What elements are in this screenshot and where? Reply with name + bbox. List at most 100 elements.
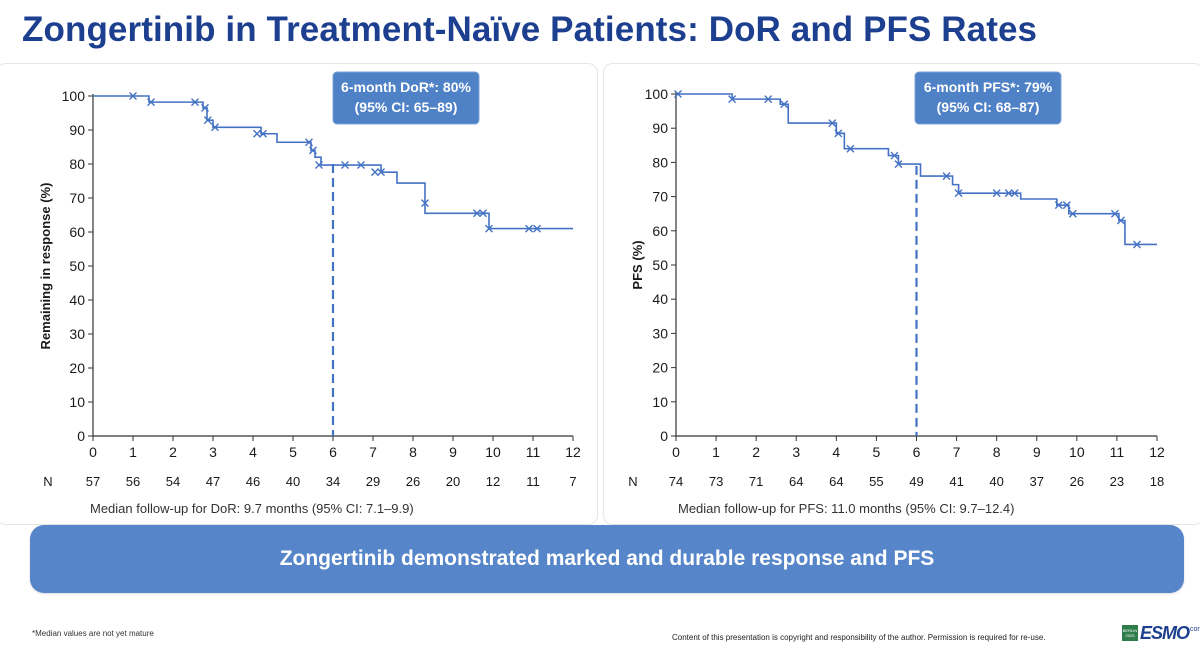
dor-censor-mark bbox=[259, 129, 267, 138]
pfs-callout-line2: (95% CI: 68–87) bbox=[937, 99, 1040, 115]
pfs-censor-mark bbox=[890, 151, 899, 160]
dor-x-tick-label: 11 bbox=[526, 444, 541, 460]
dor-censor-mark bbox=[315, 161, 323, 170]
pfs-x-tick-label: 3 bbox=[792, 444, 800, 460]
pfs-x-tick-label: 0 bbox=[672, 444, 680, 460]
pfs-callout-box bbox=[914, 71, 1062, 125]
pfs-risk-count: 40 bbox=[989, 474, 1003, 489]
dor-x-tick-label: 6 bbox=[329, 444, 337, 460]
dor-y-tick-label: 70 bbox=[69, 190, 85, 206]
banner-text: Zongertinib demonstrated marked and dura… bbox=[279, 547, 935, 570]
pfs-censor-mark bbox=[846, 144, 855, 153]
pfs-risk-count: 37 bbox=[1030, 474, 1044, 489]
pfs-x-tick-label: 10 bbox=[1069, 444, 1085, 460]
dor-callout-box bbox=[332, 71, 480, 125]
dor-censor-mark bbox=[191, 98, 199, 107]
dor-y-tick-label: 80 bbox=[69, 156, 85, 172]
dor-censor-mark bbox=[533, 224, 541, 233]
dor-censor-mark bbox=[305, 138, 313, 147]
pfs-y-tick-label: 90 bbox=[652, 120, 668, 136]
dor-censor-mark bbox=[341, 161, 349, 170]
dor-censor-mark bbox=[473, 209, 481, 218]
dor-risk-count: 46 bbox=[246, 474, 260, 489]
dor-censor-mark bbox=[201, 103, 209, 112]
dor-censor-mark bbox=[211, 123, 219, 132]
dor-censor-mark bbox=[147, 98, 155, 107]
pfs-x-tick-label: 1 bbox=[712, 444, 720, 460]
dor-y-axis-label: Remaining in response (%) bbox=[38, 183, 53, 350]
pfs-y-tick-label: 60 bbox=[652, 223, 668, 239]
dor-callout-line2: (95% CI: 65–89) bbox=[355, 99, 458, 115]
pfs-censor-mark bbox=[764, 95, 773, 104]
dor-callout-line1: 6-month DoR*: 80% bbox=[341, 79, 471, 95]
dor-risk-count: 20 bbox=[446, 474, 460, 489]
dor-y-tick-label: 10 bbox=[69, 394, 85, 410]
dor-risk-count: 40 bbox=[286, 474, 300, 489]
dor-risk-count: 47 bbox=[206, 474, 220, 489]
conclusion-banner: Zongertinib demonstrated marked and dura… bbox=[30, 525, 1184, 593]
pfs-censor-mark bbox=[834, 129, 843, 138]
dor-y-tick-label: 50 bbox=[69, 258, 85, 274]
dor-y-tick-label: 60 bbox=[69, 224, 85, 240]
dor-y-tick-label: 100 bbox=[62, 88, 86, 104]
pfs-censor-mark bbox=[1010, 189, 1019, 198]
pfs-risk-count: 41 bbox=[949, 474, 963, 489]
pfs-risk-count: 71 bbox=[749, 474, 763, 489]
pfs-y-tick-label: 10 bbox=[652, 394, 668, 410]
pfs-y-tick-label: 40 bbox=[652, 291, 668, 307]
pfs-risk-label: N bbox=[628, 474, 637, 489]
dor-risk-label: N bbox=[43, 474, 52, 489]
pfs-risk-count: 73 bbox=[709, 474, 723, 489]
dor-x-tick-label: 7 bbox=[369, 444, 377, 460]
dor-x-tick-label: 10 bbox=[485, 444, 501, 460]
dor-x-tick-label: 5 bbox=[289, 444, 297, 460]
dor-risk-count: 11 bbox=[526, 474, 540, 489]
dor-x-tick-label: 9 bbox=[449, 444, 457, 460]
pfs-censor-mark bbox=[828, 119, 837, 128]
dor-y-tick-label: 90 bbox=[69, 122, 85, 138]
pfs-x-tick-label: 5 bbox=[873, 444, 881, 460]
dor-x-tick-label: 0 bbox=[89, 444, 97, 460]
dor-censor-mark bbox=[203, 116, 212, 125]
dor-x-tick-label: 4 bbox=[249, 444, 257, 460]
dor-x-tick-label: 1 bbox=[129, 444, 137, 460]
dor-censor-mark bbox=[485, 224, 493, 233]
pfs-panel bbox=[603, 63, 1200, 525]
pfs-censor-mark bbox=[1068, 209, 1077, 218]
dor-censor-mark bbox=[479, 209, 487, 218]
pfs-x-tick-label: 8 bbox=[993, 444, 1001, 460]
dor-censor-mark bbox=[525, 224, 533, 233]
pfs-censor-mark bbox=[1132, 240, 1141, 249]
dor-risk-count: 29 bbox=[366, 474, 380, 489]
pfs-censor-mark bbox=[894, 160, 903, 169]
dor-censor-mark bbox=[309, 146, 317, 155]
dor-censor-mark bbox=[377, 168, 385, 177]
pfs-x-tick-label: 11 bbox=[1110, 444, 1125, 460]
pfs-median-followup-note: Median follow-up for PFS: 11.0 months (9… bbox=[678, 501, 1014, 516]
pfs-risk-count: 74 bbox=[669, 474, 683, 489]
dor-x-tick-label: 2 bbox=[169, 444, 177, 460]
pfs-y-tick-label: 30 bbox=[652, 325, 668, 341]
dor-median-followup-note: Median follow-up for DoR: 9.7 months (95… bbox=[90, 501, 414, 516]
dor-risk-count: 26 bbox=[406, 474, 420, 489]
logo-subtext: congress bbox=[1190, 625, 1200, 633]
logo-text: ESMO bbox=[1140, 622, 1190, 643]
pfs-risk-count: 64 bbox=[829, 474, 843, 489]
pfs-y-tick-label: 20 bbox=[652, 360, 668, 376]
pfs-x-tick-label: 6 bbox=[913, 444, 921, 460]
dor-censor-mark bbox=[253, 129, 261, 138]
pfs-y-tick-label: 50 bbox=[652, 257, 668, 273]
pfs-censor-mark bbox=[1062, 201, 1071, 210]
dor-risk-count: 56 bbox=[126, 474, 140, 489]
dor-y-tick-label: 40 bbox=[69, 292, 85, 308]
dor-censor-mark bbox=[371, 168, 379, 177]
dor-x-tick-label: 12 bbox=[565, 444, 581, 460]
dor-risk-count: 54 bbox=[166, 474, 180, 489]
pfs-risk-count: 64 bbox=[789, 474, 803, 489]
pfs-censor-mark bbox=[674, 90, 682, 98]
pfs-censor-mark bbox=[954, 189, 963, 198]
pfs-x-tick-label: 2 bbox=[752, 444, 760, 460]
pfs-y-tick-label: 0 bbox=[660, 428, 668, 444]
dor-x-tick-label: 3 bbox=[209, 444, 217, 460]
